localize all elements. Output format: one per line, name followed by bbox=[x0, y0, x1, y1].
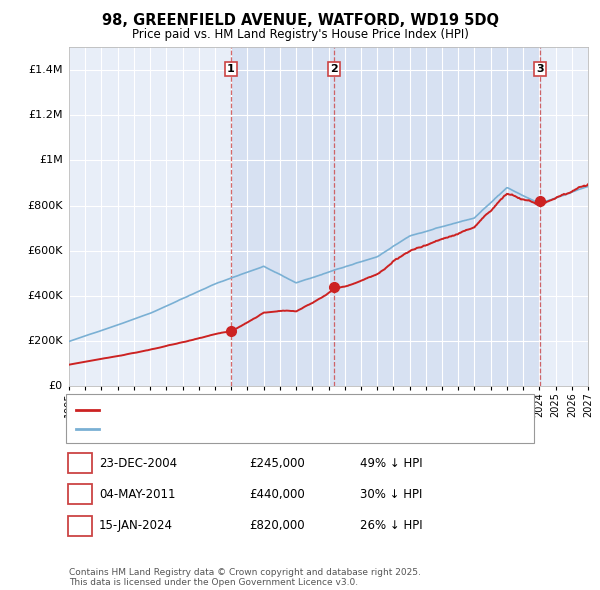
Text: 3: 3 bbox=[536, 64, 544, 74]
Bar bbox=[231, 47, 540, 386]
Text: 15-JAN-2024: 15-JAN-2024 bbox=[99, 519, 173, 532]
Text: £820,000: £820,000 bbox=[249, 519, 305, 532]
Text: £400K: £400K bbox=[27, 291, 63, 301]
Text: 1: 1 bbox=[76, 457, 84, 470]
Text: 49% ↓ HPI: 49% ↓ HPI bbox=[360, 457, 422, 470]
Text: 26% ↓ HPI: 26% ↓ HPI bbox=[360, 519, 422, 532]
Text: 98, GREENFIELD AVENUE, WATFORD, WD19 5DQ: 98, GREENFIELD AVENUE, WATFORD, WD19 5DQ bbox=[101, 13, 499, 28]
Text: 3: 3 bbox=[76, 519, 84, 532]
Text: £245,000: £245,000 bbox=[249, 457, 305, 470]
Text: £1.2M: £1.2M bbox=[28, 110, 63, 120]
Text: Contains HM Land Registry data © Crown copyright and database right 2025.
This d: Contains HM Land Registry data © Crown c… bbox=[69, 568, 421, 587]
Text: £200K: £200K bbox=[27, 336, 63, 346]
Text: HPI: Average price, detached house, Three Rivers: HPI: Average price, detached house, Thre… bbox=[105, 424, 364, 434]
Text: 30% ↓ HPI: 30% ↓ HPI bbox=[360, 488, 422, 501]
Text: £1.4M: £1.4M bbox=[28, 65, 63, 75]
Text: £600K: £600K bbox=[28, 246, 63, 255]
Text: Price paid vs. HM Land Registry's House Price Index (HPI): Price paid vs. HM Land Registry's House … bbox=[131, 28, 469, 41]
Text: £0: £0 bbox=[49, 382, 63, 391]
Text: £440,000: £440,000 bbox=[249, 488, 305, 501]
Text: 23-DEC-2004: 23-DEC-2004 bbox=[99, 457, 177, 470]
Text: 98, GREENFIELD AVENUE, WATFORD, WD19 5DQ (detached house): 98, GREENFIELD AVENUE, WATFORD, WD19 5DQ… bbox=[105, 405, 452, 415]
Text: 04-MAY-2011: 04-MAY-2011 bbox=[99, 488, 176, 501]
Text: 1: 1 bbox=[227, 64, 235, 74]
Text: £800K: £800K bbox=[27, 201, 63, 211]
Text: 2: 2 bbox=[330, 64, 338, 74]
Text: £1M: £1M bbox=[39, 155, 63, 165]
Text: 2: 2 bbox=[76, 488, 84, 501]
